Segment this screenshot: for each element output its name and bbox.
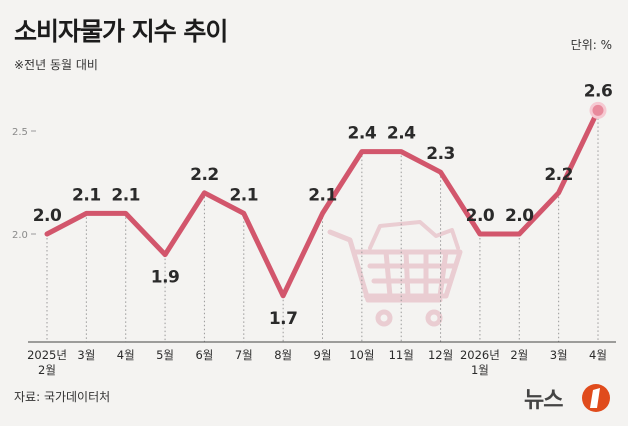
y-tick-label: 2.5 [12,127,28,138]
x-tick-label: 2026년 1월 [460,348,500,377]
x-tick-label-line: 2월 [38,363,56,377]
x-tick-label: 9월 [314,348,332,362]
x-tick-label: 3월 [550,348,568,362]
y-axis: 2.0 2.5 [12,127,36,241]
data-label: 2.4 [387,124,416,144]
x-tick-label: 12월 [428,348,453,362]
data-points [589,101,607,119]
x-tick-label: 4월 [589,348,607,362]
shopping-cart-icon [327,220,463,327]
last-point-marker [589,101,607,119]
x-tick-label: 5월 [156,348,174,362]
vertical-guides [46,110,599,342]
data-label: 2.2 [190,165,219,185]
series-line [44,107,601,299]
x-tick-label-line: 4월 [589,348,607,362]
x-tick-label-line: 2월 [510,348,528,362]
data-label: 2.1 [308,185,337,205]
x-tick-label-line: 12월 [428,348,453,362]
x-tick-label-line: 8월 [274,348,292,362]
x-tick-label-line: 2025년 [27,348,67,362]
x-tick-label-line: 6월 [195,348,213,362]
data-label: 2.0 [466,206,495,226]
source-label: 자료: 국가데이터처 [14,390,111,404]
x-tick-label: 10월 [349,348,374,362]
data-label: 2.1 [229,185,258,205]
x-tick-label-line: 1월 [471,363,489,377]
data-label: 2.4 [348,124,377,144]
x-tick-label-line: 10월 [349,348,374,362]
data-label: 1.7 [269,309,298,329]
logo-text: 뉴스 [524,387,563,412]
data-label: 1.9 [151,268,180,288]
x-tick-label: 11월 [389,348,414,362]
x-tick-label: 6월 [195,348,213,362]
news1-logo: 뉴스 [524,384,610,412]
x-tick-label-line: 9월 [314,348,332,362]
data-label: 2.0 [505,206,534,226]
x-tick-label-line: 2026년 [460,348,500,362]
x-tick-label-line: 3월 [550,348,568,362]
data-label: 2.2 [544,165,573,185]
x-tick-label: 2025년 2월 [27,348,67,377]
x-tick-label: 2월 [510,348,528,362]
x-tick-label: 3월 [77,348,95,362]
x-tick-label-line: 4월 [117,348,135,362]
chart-subtitle: ※전년 동월 대비 [14,58,98,72]
x-tick-label-line: 3월 [77,348,95,362]
chart-title: 소비자물가 지수 추이 [14,17,228,46]
data-labels: 2.0 2.1 2.1 1.9 2.2 2.1 1.7 2.1 2.4 2.4 2.3 2.0 2.0 2… [33,81,613,328]
data-label: 2.6 [584,81,613,101]
x-tick-label-line: 11월 [389,348,414,362]
unit-label: 단위: % [570,38,612,52]
y-tick-label: 2.0 [12,230,28,241]
x-tick-label: 4월 [117,348,135,362]
data-label: 2.1 [111,185,140,205]
data-label: 2.3 [426,144,455,164]
x-tick-label: 8월 [274,348,292,362]
data-label: 2.1 [72,185,101,205]
x-tick-label: 7월 [235,348,253,362]
x-tick-label-line: 5월 [156,348,174,362]
data-label: 2.0 [33,206,62,226]
x-tick-label-line: 7월 [235,348,253,362]
